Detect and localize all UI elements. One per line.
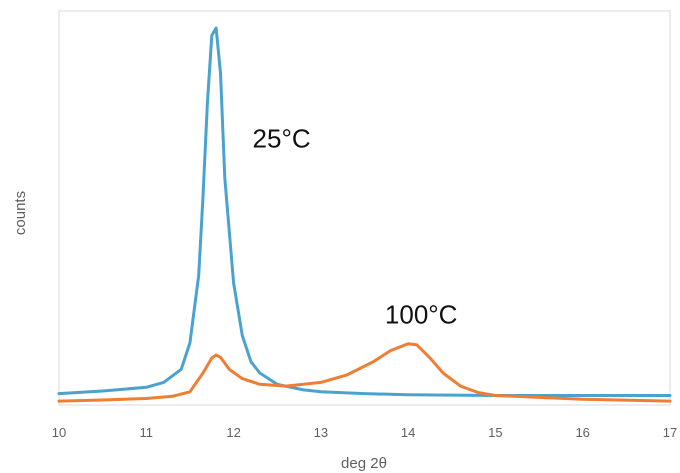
x-tick-label: 15 bbox=[488, 425, 502, 440]
series-layer bbox=[57, 26, 672, 403]
y-axis-title: counts bbox=[12, 191, 29, 235]
annotation-layer: 25°C 100°C bbox=[253, 123, 458, 329]
x-tick-labels: 10 11 12 13 14 15 16 17 bbox=[52, 425, 677, 440]
x-tick-label: 13 bbox=[314, 425, 328, 440]
annotation-label: 25°C bbox=[253, 123, 311, 153]
x-axis-title: deg 2θ bbox=[341, 455, 387, 472]
x-tick-label: 12 bbox=[226, 425, 240, 440]
x-tick-label: 10 bbox=[52, 425, 66, 440]
annotation-label: 100°C bbox=[385, 300, 458, 330]
x-tick-label: 16 bbox=[575, 425, 589, 440]
plot-area-frame bbox=[58, 10, 671, 406]
x-tick-label: 17 bbox=[663, 425, 677, 440]
series-line-100CC bbox=[57, 342, 672, 403]
series-line-25CC bbox=[57, 26, 672, 397]
x-tick-label: 14 bbox=[401, 425, 415, 440]
x-tick-label: 11 bbox=[140, 425, 154, 440]
